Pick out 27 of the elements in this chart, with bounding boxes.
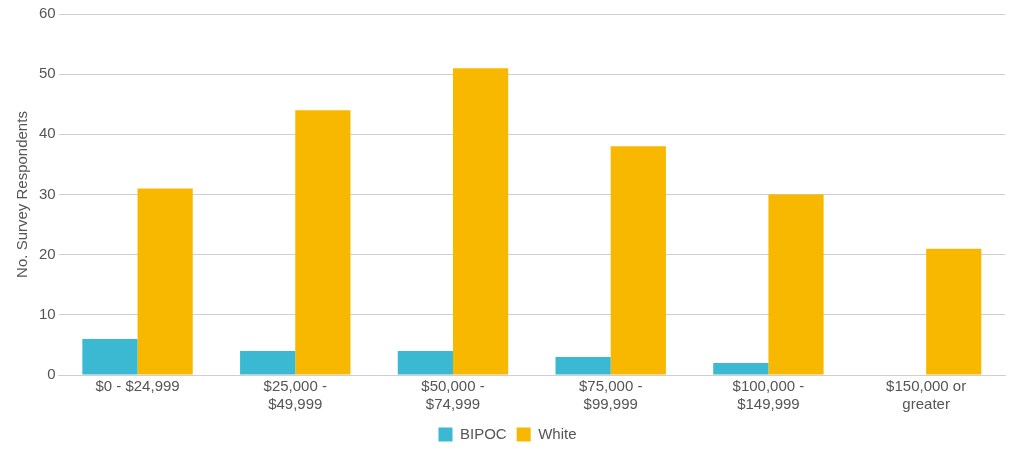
x-tick-label: $75,000 - $99,999 (579, 377, 643, 413)
legend-label: White (538, 424, 577, 442)
bar (295, 110, 351, 375)
x-tick-label: $150,000 or greater (886, 377, 967, 413)
y-tick-label: 0 (47, 365, 56, 383)
y-tick-label: 40 (39, 124, 56, 142)
y-axis-title: No. Survey Respondents (13, 111, 31, 278)
bar (82, 338, 138, 375)
x-tick-label: $50,000 - $74,999 (421, 377, 485, 413)
y-tick-label: 60 (39, 4, 56, 22)
bar (768, 194, 824, 375)
bar (713, 362, 769, 375)
x-tick-label: $100,000 - $149,999 (732, 377, 805, 413)
y-tick-label: 10 (39, 304, 56, 322)
bar (555, 356, 611, 375)
x-tick-label: $0 - $24,999 (95, 377, 180, 395)
bar (926, 248, 982, 375)
legend-label: BIPOC (459, 424, 507, 442)
y-tick-label: 30 (39, 184, 56, 202)
bar (397, 350, 453, 375)
y-tick-label: 20 (39, 244, 56, 262)
bar (137, 188, 193, 375)
x-tick-label: $25,000 - $49,999 (263, 377, 327, 413)
bar (452, 68, 509, 375)
bar (240, 350, 296, 375)
y-tick-label: 50 (39, 64, 56, 82)
bar (610, 146, 666, 375)
